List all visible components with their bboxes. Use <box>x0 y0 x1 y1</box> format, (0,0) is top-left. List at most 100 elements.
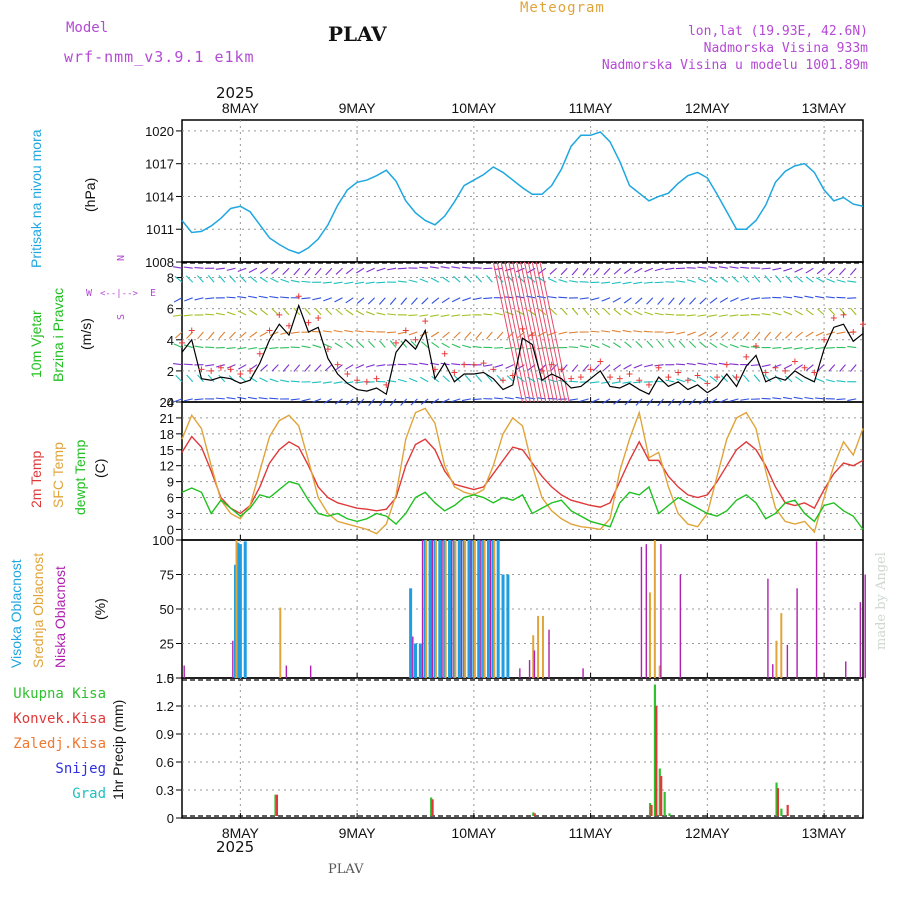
wind-arrow <box>720 331 729 339</box>
legend-total-rain: Ukupna Kisa <box>13 686 106 702</box>
wind-arrow <box>764 331 771 340</box>
wind-arrow <box>611 281 621 285</box>
wind-gust-marker <box>315 315 322 321</box>
wind-arrow <box>633 381 643 384</box>
wind-arrow <box>611 329 621 333</box>
wind-arrow <box>782 296 793 299</box>
wind-arrow <box>335 364 343 371</box>
wind-gust-marker <box>276 311 283 318</box>
wind-arrow <box>668 297 675 306</box>
wind-arrow <box>419 331 429 337</box>
wind-arrow <box>259 267 268 274</box>
wind-arrow <box>293 267 301 276</box>
wind-arrow <box>719 297 729 303</box>
wind-gust-marker <box>587 366 594 373</box>
bottom-date-label: 9MAY <box>339 825 377 841</box>
year-top: 2025 <box>216 84 255 102</box>
wind-arrow <box>729 266 739 269</box>
y-tick-label: 1.5 <box>156 671 174 686</box>
wind-arrow <box>772 397 782 400</box>
wind-arrow <box>590 398 600 403</box>
wind-arrow <box>793 295 803 299</box>
precip-bar <box>655 706 658 816</box>
y-tick-label: 1020 <box>145 124 174 139</box>
wind-arrow <box>194 297 204 301</box>
cloud-bar <box>243 541 247 678</box>
cloud-bar <box>582 668 584 678</box>
wind-arrow <box>825 347 835 349</box>
wind-arrow <box>453 331 461 339</box>
cloud-bar <box>467 540 471 678</box>
wind-arrow <box>622 381 632 384</box>
cloud-ylabel-3: Niska Oblacnost <box>52 566 68 668</box>
wind-arrow <box>676 378 686 383</box>
wind-arrow <box>345 297 354 304</box>
wind-arrow <box>345 267 354 275</box>
wind-arrow <box>740 345 750 349</box>
wind-arrow <box>720 276 729 283</box>
wind-arrow <box>429 314 439 317</box>
wind-arrow <box>483 297 493 300</box>
wind-arrow <box>731 275 739 283</box>
y-tick-label: 0 <box>167 811 174 826</box>
wind-arrow <box>205 297 215 300</box>
wind-arrow <box>794 309 803 316</box>
wind-arrow <box>612 342 622 349</box>
wind-front-streak <box>508 261 539 403</box>
wind-arrow <box>623 309 632 316</box>
wind-arrow <box>602 398 611 404</box>
wind-arrow <box>676 331 686 335</box>
compass-east: E <box>150 288 157 299</box>
cloud-bar <box>232 640 234 678</box>
wind-arrow <box>635 398 643 406</box>
wind-arrow <box>804 396 814 400</box>
wind-arrow <box>742 331 750 340</box>
y-tick-label: 0 <box>167 671 174 686</box>
wind-arrow <box>593 267 600 276</box>
wind-front-streak <box>512 261 543 403</box>
y-tick-label: 21 <box>160 411 174 426</box>
wind-arrow <box>314 267 322 276</box>
precip-bar <box>431 799 434 816</box>
wind-arrow <box>601 297 611 302</box>
wind-arrow <box>173 362 183 366</box>
wind-arrow <box>764 274 771 283</box>
wind-arrow <box>697 314 707 317</box>
wind-arrow <box>365 281 375 284</box>
wind-arrow <box>238 375 247 383</box>
precip-bar <box>658 768 661 816</box>
wind-front-streak <box>523 261 555 403</box>
y-tick-label: 1017 <box>145 157 174 172</box>
cloud-bar <box>238 544 242 678</box>
wind-arrow <box>472 398 482 401</box>
wind-arrow <box>568 280 579 283</box>
wind-arrow <box>322 330 332 333</box>
wind-arrow <box>836 398 846 401</box>
elevation-label: Nadmorska Visina 933m <box>703 41 868 56</box>
wind-arrow <box>515 396 525 400</box>
wind-front-streak <box>504 261 535 403</box>
wind-gust-marker <box>801 364 808 371</box>
product-title: Meteogram <box>520 0 605 16</box>
top-date-label: 8MAY <box>222 100 260 116</box>
wind-arrow <box>764 374 771 383</box>
wind-arrow <box>194 267 204 269</box>
precip-bar <box>780 808 783 816</box>
wind-arrow <box>451 398 461 403</box>
wind-arrow <box>237 310 247 316</box>
wind-arrow <box>483 313 493 316</box>
wind-arrow <box>355 310 365 316</box>
wind-arrow <box>376 281 386 284</box>
wind-gust-marker <box>363 378 370 385</box>
cloud-bar <box>541 615 544 678</box>
wind-arrow <box>226 397 236 400</box>
cloud-bar <box>548 629 550 678</box>
wind-arrow <box>612 297 622 303</box>
model-elevation-label: Nadmorska Visina u modelu 1001.89m <box>601 58 868 73</box>
wind-arrow <box>772 311 782 316</box>
wind-gust-marker <box>500 377 507 384</box>
wind-arrow <box>496 331 504 340</box>
wind-arrow <box>322 281 332 284</box>
wind-arrow <box>237 396 247 400</box>
y-tick-label: 18 <box>160 427 174 442</box>
